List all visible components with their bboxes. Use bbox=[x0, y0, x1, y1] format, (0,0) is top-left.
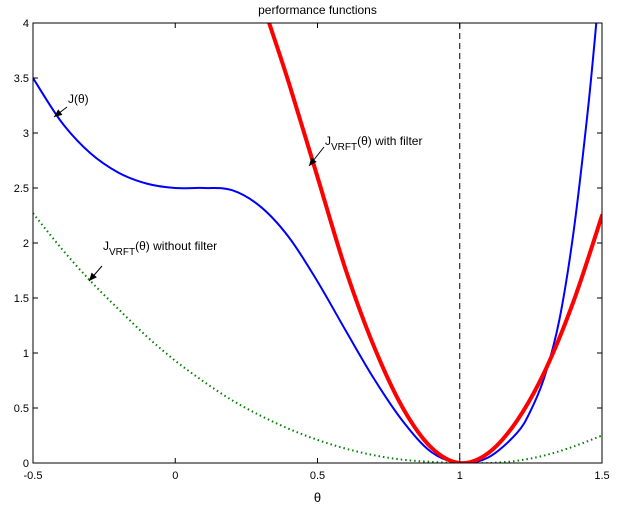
series-j-theta-line bbox=[33, 23, 598, 463]
annotation-label-tail: (θ) with filter bbox=[357, 134, 422, 148]
annotation-jvrft-with-filter: JVRFT(θ) with filter bbox=[308, 134, 422, 167]
y-tick-label: 3 bbox=[23, 128, 29, 140]
series-jvrft-without-filter-line bbox=[33, 212, 602, 463]
annotation-label-subscript: VRFT bbox=[331, 142, 357, 153]
plot-area bbox=[33, 23, 602, 463]
x-tick-label: 1.5 bbox=[594, 470, 609, 482]
annotation-label-tail: (θ) without filter bbox=[135, 239, 217, 253]
annotation-jvrft-without-filter: JVRFT(θ) without filter bbox=[88, 239, 217, 282]
axes-frame bbox=[32, 22, 603, 464]
annotation-label-base: J bbox=[103, 239, 109, 253]
annotation-arrowhead bbox=[54, 109, 63, 117]
x-tick-label: 0.5 bbox=[310, 470, 325, 482]
annotation-label: J(θ) bbox=[68, 92, 89, 106]
x-tick-label: -0.5 bbox=[24, 470, 43, 482]
annotation-arrowhead bbox=[89, 272, 97, 281]
y-tick-label: 4 bbox=[23, 18, 29, 30]
x-tick-label: 0 bbox=[172, 470, 178, 482]
tick-labels: -0.5 0 0.5 1 1.500.511.522.533.54 bbox=[14, 18, 610, 482]
y-tick-label: 0.5 bbox=[14, 403, 29, 415]
y-tick-label: 1.5 bbox=[14, 293, 29, 305]
series-layer bbox=[33, 23, 602, 463]
y-tick-label: 2 bbox=[23, 238, 29, 250]
x-axis-label: θ bbox=[314, 490, 321, 505]
series-jvrft-with-filter-line bbox=[267, 23, 602, 463]
annotation-label-subscript: VRFT bbox=[109, 247, 135, 258]
y-tick-label: 3.5 bbox=[14, 73, 29, 85]
annotation-label-base: J bbox=[325, 134, 331, 148]
annotation-arrowhead bbox=[309, 157, 317, 166]
annotation-label: JVRFT(θ) with filter bbox=[325, 134, 422, 153]
chart-title: performance functions bbox=[258, 3, 377, 17]
y-tick-label: 0 bbox=[23, 458, 29, 470]
annotation-j-theta: J(θ) bbox=[53, 92, 89, 118]
plot-background bbox=[33, 23, 602, 463]
y-tick-label: 1 bbox=[23, 348, 29, 360]
y-tick-label: 2.5 bbox=[14, 183, 29, 195]
x-tick-label: 1 bbox=[457, 470, 463, 482]
annotation-label: JVRFT(θ) without filter bbox=[103, 239, 217, 258]
